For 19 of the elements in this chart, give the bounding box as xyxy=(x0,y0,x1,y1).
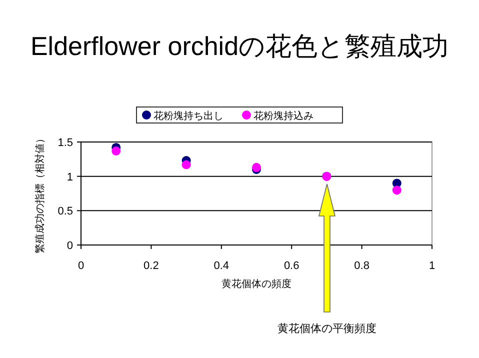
x-tick-label: 0 xyxy=(78,260,84,272)
x-tick-label: 0.8 xyxy=(354,260,370,272)
text: 黄花個体の平衡頻度 xyxy=(278,322,376,335)
x-axis-title: 黄花個体の頻度 xyxy=(222,278,292,290)
y-tick-label: 0.5 xyxy=(58,206,73,218)
point xyxy=(392,186,402,195)
legend-label: 花粉塊持ち出し xyxy=(154,110,224,122)
y-tick-label: 0 xyxy=(66,240,73,252)
y-tick-label: 1 xyxy=(66,171,73,184)
x-tick-label: 0.2 xyxy=(144,260,159,272)
y-tick-label: 1.5 xyxy=(58,137,73,149)
chart-title: Elderflower orchidの花色と繁殖成功 xyxy=(30,31,449,61)
point xyxy=(112,146,121,156)
x-tick-label: 1 xyxy=(428,260,436,272)
point xyxy=(182,160,191,170)
legend-label: 花粉塊持込み xyxy=(254,110,314,122)
x-tick-label: 0.4 xyxy=(214,260,230,272)
x-tick-label: 0.6 xyxy=(284,260,300,272)
y-axis-title: 繁殖成功の指標（相対値） xyxy=(34,134,46,254)
